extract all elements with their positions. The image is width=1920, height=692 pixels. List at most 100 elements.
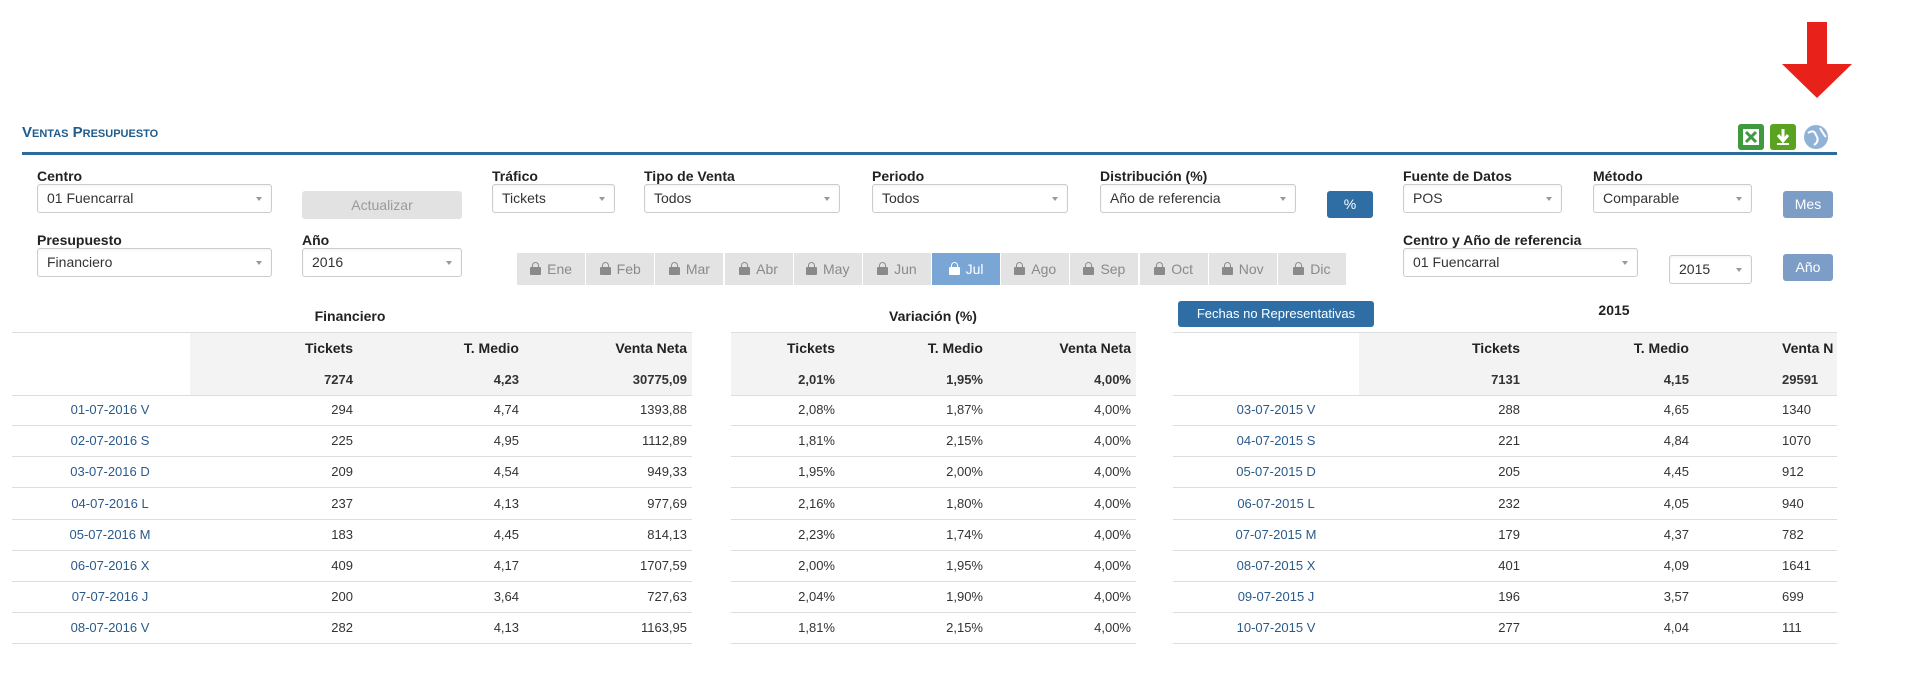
column-header: Tickets [305,340,353,356]
filter-label: Tipo de Venta [644,168,735,184]
filter-label: Centro y Año de referencia [1403,232,1582,248]
data-cell: 1112,89 [641,433,687,449]
column-header: T. Medio [1633,340,1689,356]
filter-label: Año [302,232,330,248]
button[interactable]: Año [1783,254,1833,281]
filter-label: Centro [37,168,83,184]
totals-band [190,364,692,395]
row-rule [1173,425,1837,426]
button[interactable]: Actualizar [302,191,462,219]
filter-label: Distribución (%) [1100,168,1208,184]
data-cell: 4,04 [1663,620,1689,636]
data-cell: 196 [1498,589,1520,605]
column-header: Venta Neta [615,340,687,356]
month-tab[interactable]: Ago [1001,253,1071,285]
row-rule [12,643,692,645]
column-header: Venta Neta [1059,340,1131,356]
row-rule [12,487,692,489]
dropdown[interactable]: 01 Fuencarral [1403,248,1638,277]
month-label: Ago [1031,261,1057,277]
month-tab[interactable]: Sep [1070,253,1140,285]
row-rule [12,581,692,582]
row-rule [731,643,1136,645]
month-tab[interactable]: May [793,253,863,285]
download-icon[interactable] [1770,124,1796,150]
date-cell: 02-07-2016 S [70,433,150,449]
row-rule [1173,487,1837,489]
data-cell: 2,00% [798,558,835,573]
row-rule [1173,456,1837,458]
month-tab[interactable]: Mar [655,253,725,285]
data-cell: 4,00% [1094,433,1131,449]
dropdown[interactable]: 2015 [1669,255,1752,284]
row-rule [12,332,692,333]
row-rule [12,395,692,396]
row-rule [1173,332,1837,333]
month-tab[interactable]: Nov [1208,253,1278,285]
lock-icon [1154,262,1166,275]
data-cell: 699 [1782,589,1804,605]
data-cell: 2,23% [798,526,835,542]
row-rule [1173,581,1837,582]
header-band [1359,333,1837,364]
month-tab[interactable]: Oct [1139,253,1209,285]
header-band [190,333,692,364]
data-cell: 3,57 [1663,589,1689,605]
total-cell: 2,01% [798,372,835,387]
total-cell: 29591 [1782,372,1819,387]
dropdown[interactable]: Financiero [37,248,272,277]
date-cell: 01-07-2016 V [70,402,150,417]
table-title: Variación (%) [889,308,977,324]
data-cell: 1070 [1782,433,1811,449]
dropdown[interactable]: Todos [644,184,840,213]
data-cell: 288 [1498,402,1520,417]
data-cell: 1,95% [798,464,835,480]
button[interactable]: % [1327,191,1373,218]
month-tab[interactable]: Dic [1277,253,1347,285]
button[interactable]: Mes [1783,191,1833,218]
data-cell: 4,13 [493,620,519,636]
excel-icon[interactable] [1738,124,1764,150]
dropdown[interactable]: 01 Fuencarral [37,184,272,213]
total-cell: 4,15 [1663,372,1689,387]
row-rule [1173,612,1837,614]
data-cell: 179 [1498,526,1520,542]
dropdown[interactable]: Comparable [1593,184,1752,213]
date-cell: 03-07-2015 V [1236,402,1316,417]
dropdown[interactable]: Todos [872,184,1068,213]
data-cell: 4,00% [1094,558,1131,573]
month-tab[interactable]: Jul [932,253,1002,285]
date-cell: 04-07-2015 S [1236,433,1316,449]
data-cell: 949,33 [647,464,687,480]
data-cell: 1,80% [946,495,983,511]
month-tab[interactable]: Jun [862,253,932,285]
totals-band [1359,364,1837,395]
page-title: Ventas Presupuesto [22,124,159,141]
data-cell: 782 [1782,526,1804,542]
dropdown[interactable]: POS [1403,184,1562,213]
month-tab[interactable]: Ene [517,253,587,285]
lock-icon [530,262,542,275]
date-cell: 08-07-2015 X [1236,558,1316,573]
data-cell: 4,74 [493,402,519,417]
date-cell: 05-07-2015 D [1236,464,1316,480]
dropdown[interactable]: Año de referencia [1100,184,1296,213]
globe-icon[interactable] [1802,123,1830,151]
month-label: Ene [547,261,573,277]
data-cell: 2,15% [946,620,983,636]
row-rule [12,612,692,614]
month-tab[interactable]: Abr [724,253,794,285]
month-label: Jun [894,261,917,277]
dropdown[interactable]: 2016 [302,248,462,277]
lock-icon [739,262,751,275]
month-tab[interactable]: Feb [586,253,656,285]
dropdown[interactable]: Tickets [492,184,615,213]
row-rule [731,332,1136,333]
total-cell: 1,95% [946,372,983,387]
data-cell: 111 [1782,620,1802,636]
data-cell: 1,95% [946,558,983,573]
button[interactable]: Fechas no Representativas [1178,301,1374,327]
row-rule [1173,643,1837,645]
row-rule [12,549,692,551]
